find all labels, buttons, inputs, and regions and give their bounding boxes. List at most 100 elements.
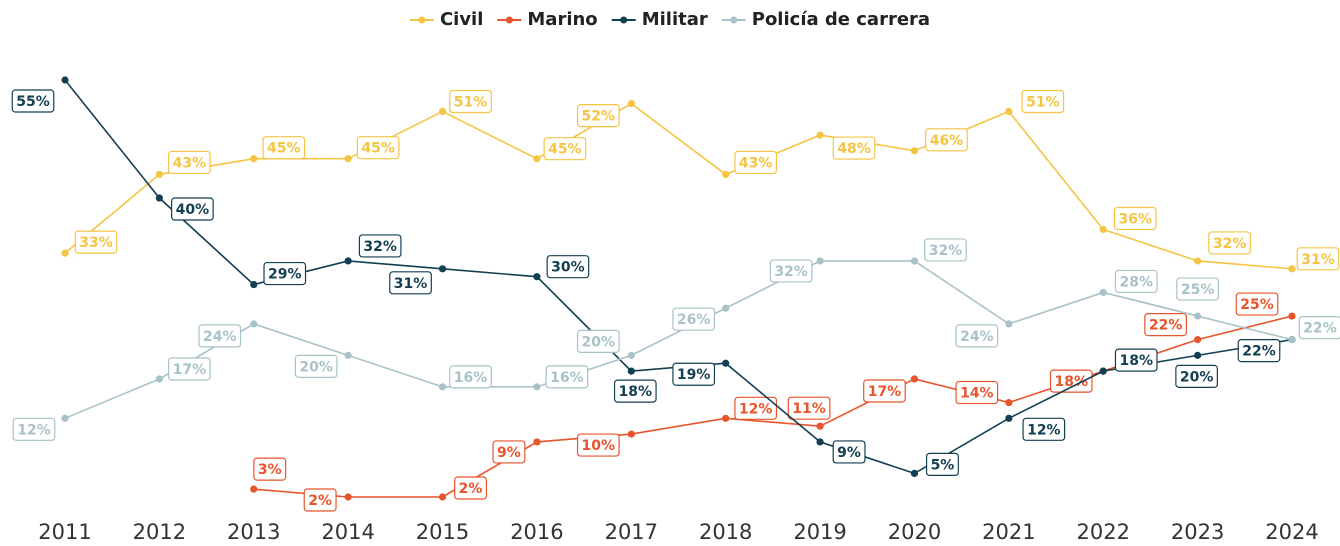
- data-label-box: [1049, 369, 1093, 393]
- data-label-box: [449, 365, 492, 389]
- point: [1099, 288, 1107, 297]
- point: [1288, 265, 1296, 273]
- legend-label: Policía de carrera: [752, 9, 930, 30]
- legend-dot: [730, 16, 738, 24]
- point: [1005, 398, 1013, 407]
- data-label: 32%: [363, 239, 397, 255]
- point: [627, 430, 635, 438]
- data-label-box: [832, 440, 866, 464]
- data-label: 52%: [582, 109, 616, 125]
- data-label: 19%: [677, 367, 711, 383]
- legend-item: Militar: [611, 9, 708, 30]
- data-label-box: [672, 307, 716, 331]
- point: [816, 131, 824, 139]
- legend: Civil Marino Militar Policía de carrera: [409, 9, 930, 30]
- x-tick-label: 2014: [321, 520, 374, 544]
- data-label-box: [262, 136, 306, 160]
- data-label-box: [449, 89, 492, 114]
- data-label-box: [832, 136, 876, 160]
- series: 55% 40% 29% 32% 31% 30% 18% 19% 9% 5% 12% 18% 20% 22%: [11, 76, 1296, 477]
- data-label: 5%: [931, 457, 955, 473]
- data-label: 32%: [1213, 236, 1247, 252]
- data-label: 48%: [837, 141, 871, 157]
- data-label-box: [1022, 417, 1066, 441]
- data-label: 33%: [79, 235, 113, 251]
- data-label: 3%: [258, 462, 282, 478]
- legend-item: Marino: [497, 9, 598, 30]
- point: [438, 265, 447, 273]
- data-label: 51%: [454, 94, 488, 110]
- data-label: 25%: [1240, 297, 1274, 313]
- data-label-box: [545, 365, 589, 389]
- series-line: [64, 260, 1293, 420]
- data-label: 51%: [1026, 94, 1060, 110]
- data-label: 11%: [792, 401, 826, 417]
- data-label-box: [672, 362, 716, 386]
- data-label-box: [358, 234, 402, 258]
- data-label: 12%: [739, 401, 773, 417]
- legend-dot: [505, 16, 513, 24]
- data-label-box: [955, 324, 999, 348]
- data-label-box: [1175, 364, 1218, 388]
- x-tick-label: 2013: [227, 520, 280, 544]
- point: [250, 280, 258, 289]
- data-label: 14%: [960, 386, 994, 402]
- point: [816, 438, 824, 446]
- x-tick-label: 2020: [888, 520, 941, 544]
- legend-item: Policía de carrera: [721, 9, 930, 30]
- data-label-box: [263, 261, 307, 286]
- data-label-box: [11, 89, 55, 113]
- x-tick-label: 2012: [133, 520, 186, 544]
- data-label: 32%: [929, 243, 963, 259]
- data-label: 28%: [1119, 274, 1153, 290]
- data-label: 16%: [550, 370, 584, 386]
- point: [61, 249, 69, 257]
- data-label: 20%: [1180, 369, 1214, 385]
- data-label: 20%: [582, 334, 616, 350]
- data-label-box: [1176, 277, 1219, 301]
- data-label-box: [734, 396, 778, 420]
- legend-dot: [620, 16, 628, 24]
- point: [1005, 107, 1013, 116]
- data-label: 18%: [1119, 353, 1153, 369]
- point: [438, 493, 447, 501]
- point: [910, 147, 919, 155]
- point: [910, 257, 919, 265]
- data-label-box: [546, 255, 590, 279]
- data-label-box: [1144, 313, 1187, 337]
- data-label: 12%: [17, 422, 51, 438]
- series: 12% 17% 24% 20% 16% 16% 20% 26% 32% 32% 24% 28% 25% 2…: [12, 238, 1340, 441]
- legend-dot: [418, 16, 426, 24]
- point: [816, 257, 824, 265]
- point: [61, 76, 69, 84]
- point: [533, 383, 541, 391]
- point: [1288, 312, 1296, 320]
- data-label-box: [613, 379, 657, 403]
- data-label: 31%: [394, 276, 428, 292]
- point: [910, 469, 919, 477]
- data-label: 22%: [1242, 344, 1276, 360]
- point: [155, 375, 163, 383]
- data-label-box: [1114, 348, 1158, 372]
- data-label: 16%: [454, 370, 488, 386]
- data-label: 43%: [739, 155, 773, 171]
- data-label-box: [1113, 206, 1157, 231]
- point: [250, 155, 258, 163]
- x-tick-label: 2022: [1077, 520, 1130, 544]
- data-label-box: [734, 150, 778, 175]
- data-label: 31%: [1301, 252, 1335, 268]
- series: 33% 43% 45% 45% 51% 45% 52% 43% 48% 46% 51% 36% 32% 3…: [61, 89, 1340, 273]
- point: [533, 273, 541, 281]
- data-label: 45%: [361, 141, 395, 157]
- data-label-box: [1296, 247, 1340, 271]
- data-label-box: [168, 357, 211, 381]
- point: [438, 107, 447, 116]
- x-tick-label: 2019: [793, 520, 846, 544]
- data-label: 32%: [774, 264, 808, 280]
- data-label-box: [356, 136, 400, 160]
- data-label-box: [576, 104, 620, 128]
- data-label-box: [253, 457, 287, 481]
- data-label-box: [198, 324, 242, 348]
- data-label: 22%: [1149, 318, 1183, 334]
